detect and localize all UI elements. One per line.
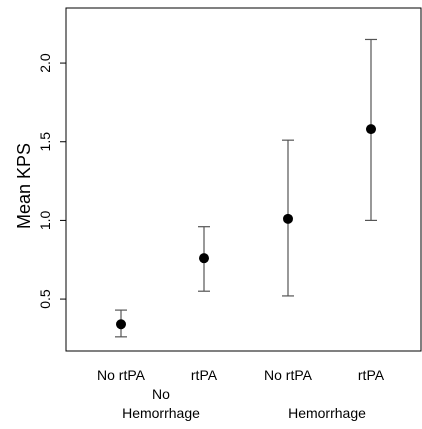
y-tick-label: 1.5: [37, 132, 53, 152]
y-axis-label: Mean KPS: [14, 143, 34, 229]
error-bars: [115, 38, 377, 338]
group-label-1-line-1: No: [152, 386, 170, 402]
x-category-label: No rtPA: [97, 367, 146, 383]
x-category-label: No rtPA: [264, 367, 313, 383]
x-axis: No rtPA rtPA No rtPA rtPA: [97, 367, 385, 383]
group-label-2-line-2: Hemorrhage: [288, 405, 366, 421]
plot-frame: [65, 7, 422, 352]
data-points: [116, 124, 376, 330]
y-tick-label: 0.5: [37, 289, 53, 309]
y-axis: 0.5 1.0 1.5 2.0: [37, 53, 66, 309]
group-label-1-line-2: Hemorrhage: [122, 405, 200, 421]
x-category-label: rtPA: [358, 367, 385, 383]
data-point: [199, 253, 209, 264]
y-tick-label: 2.0: [37, 53, 53, 73]
y-tick-label: 1.0: [37, 210, 53, 230]
data-point: [283, 213, 293, 224]
data-point: [366, 124, 376, 135]
data-point: [116, 319, 126, 330]
x-category-label: rtPA: [191, 367, 218, 383]
